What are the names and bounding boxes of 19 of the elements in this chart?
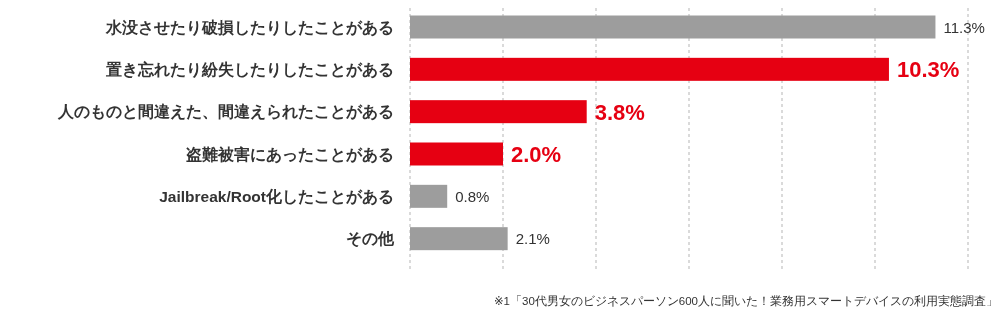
bar: [410, 100, 587, 124]
data-label: 3.8%: [594, 99, 645, 125]
y-tick-label: 盗難被害にあったことがある: [186, 144, 394, 164]
bar: [410, 184, 448, 208]
data-label: 0.8%: [455, 187, 490, 205]
y-tick-label: 人のものと間違えた、間違えられたことがある: [57, 103, 394, 122]
text: ※1「30代男女のビジネスパーソン600人に聞いた！業務用スマートデバイスの利用実態調査」: [493, 294, 998, 307]
data-label: 2.1%: [515, 230, 550, 248]
data-label: 11.3%: [943, 18, 985, 36]
bar: [410, 227, 508, 251]
bar: [410, 57, 889, 81]
y-tick-label: Jailbreak/Root化したことがある: [159, 187, 394, 206]
y-tick-label: 水没させたり破損したりしたことがある: [105, 18, 394, 37]
y-tick-label: 置き忘れたり紛失したりしたことがある: [105, 59, 394, 79]
y-tick-label: その他: [346, 230, 395, 249]
data-label: 2.0%: [511, 142, 562, 167]
bar: [410, 15, 936, 39]
bar: [410, 142, 503, 166]
data-label: 10.3%: [896, 57, 960, 83]
